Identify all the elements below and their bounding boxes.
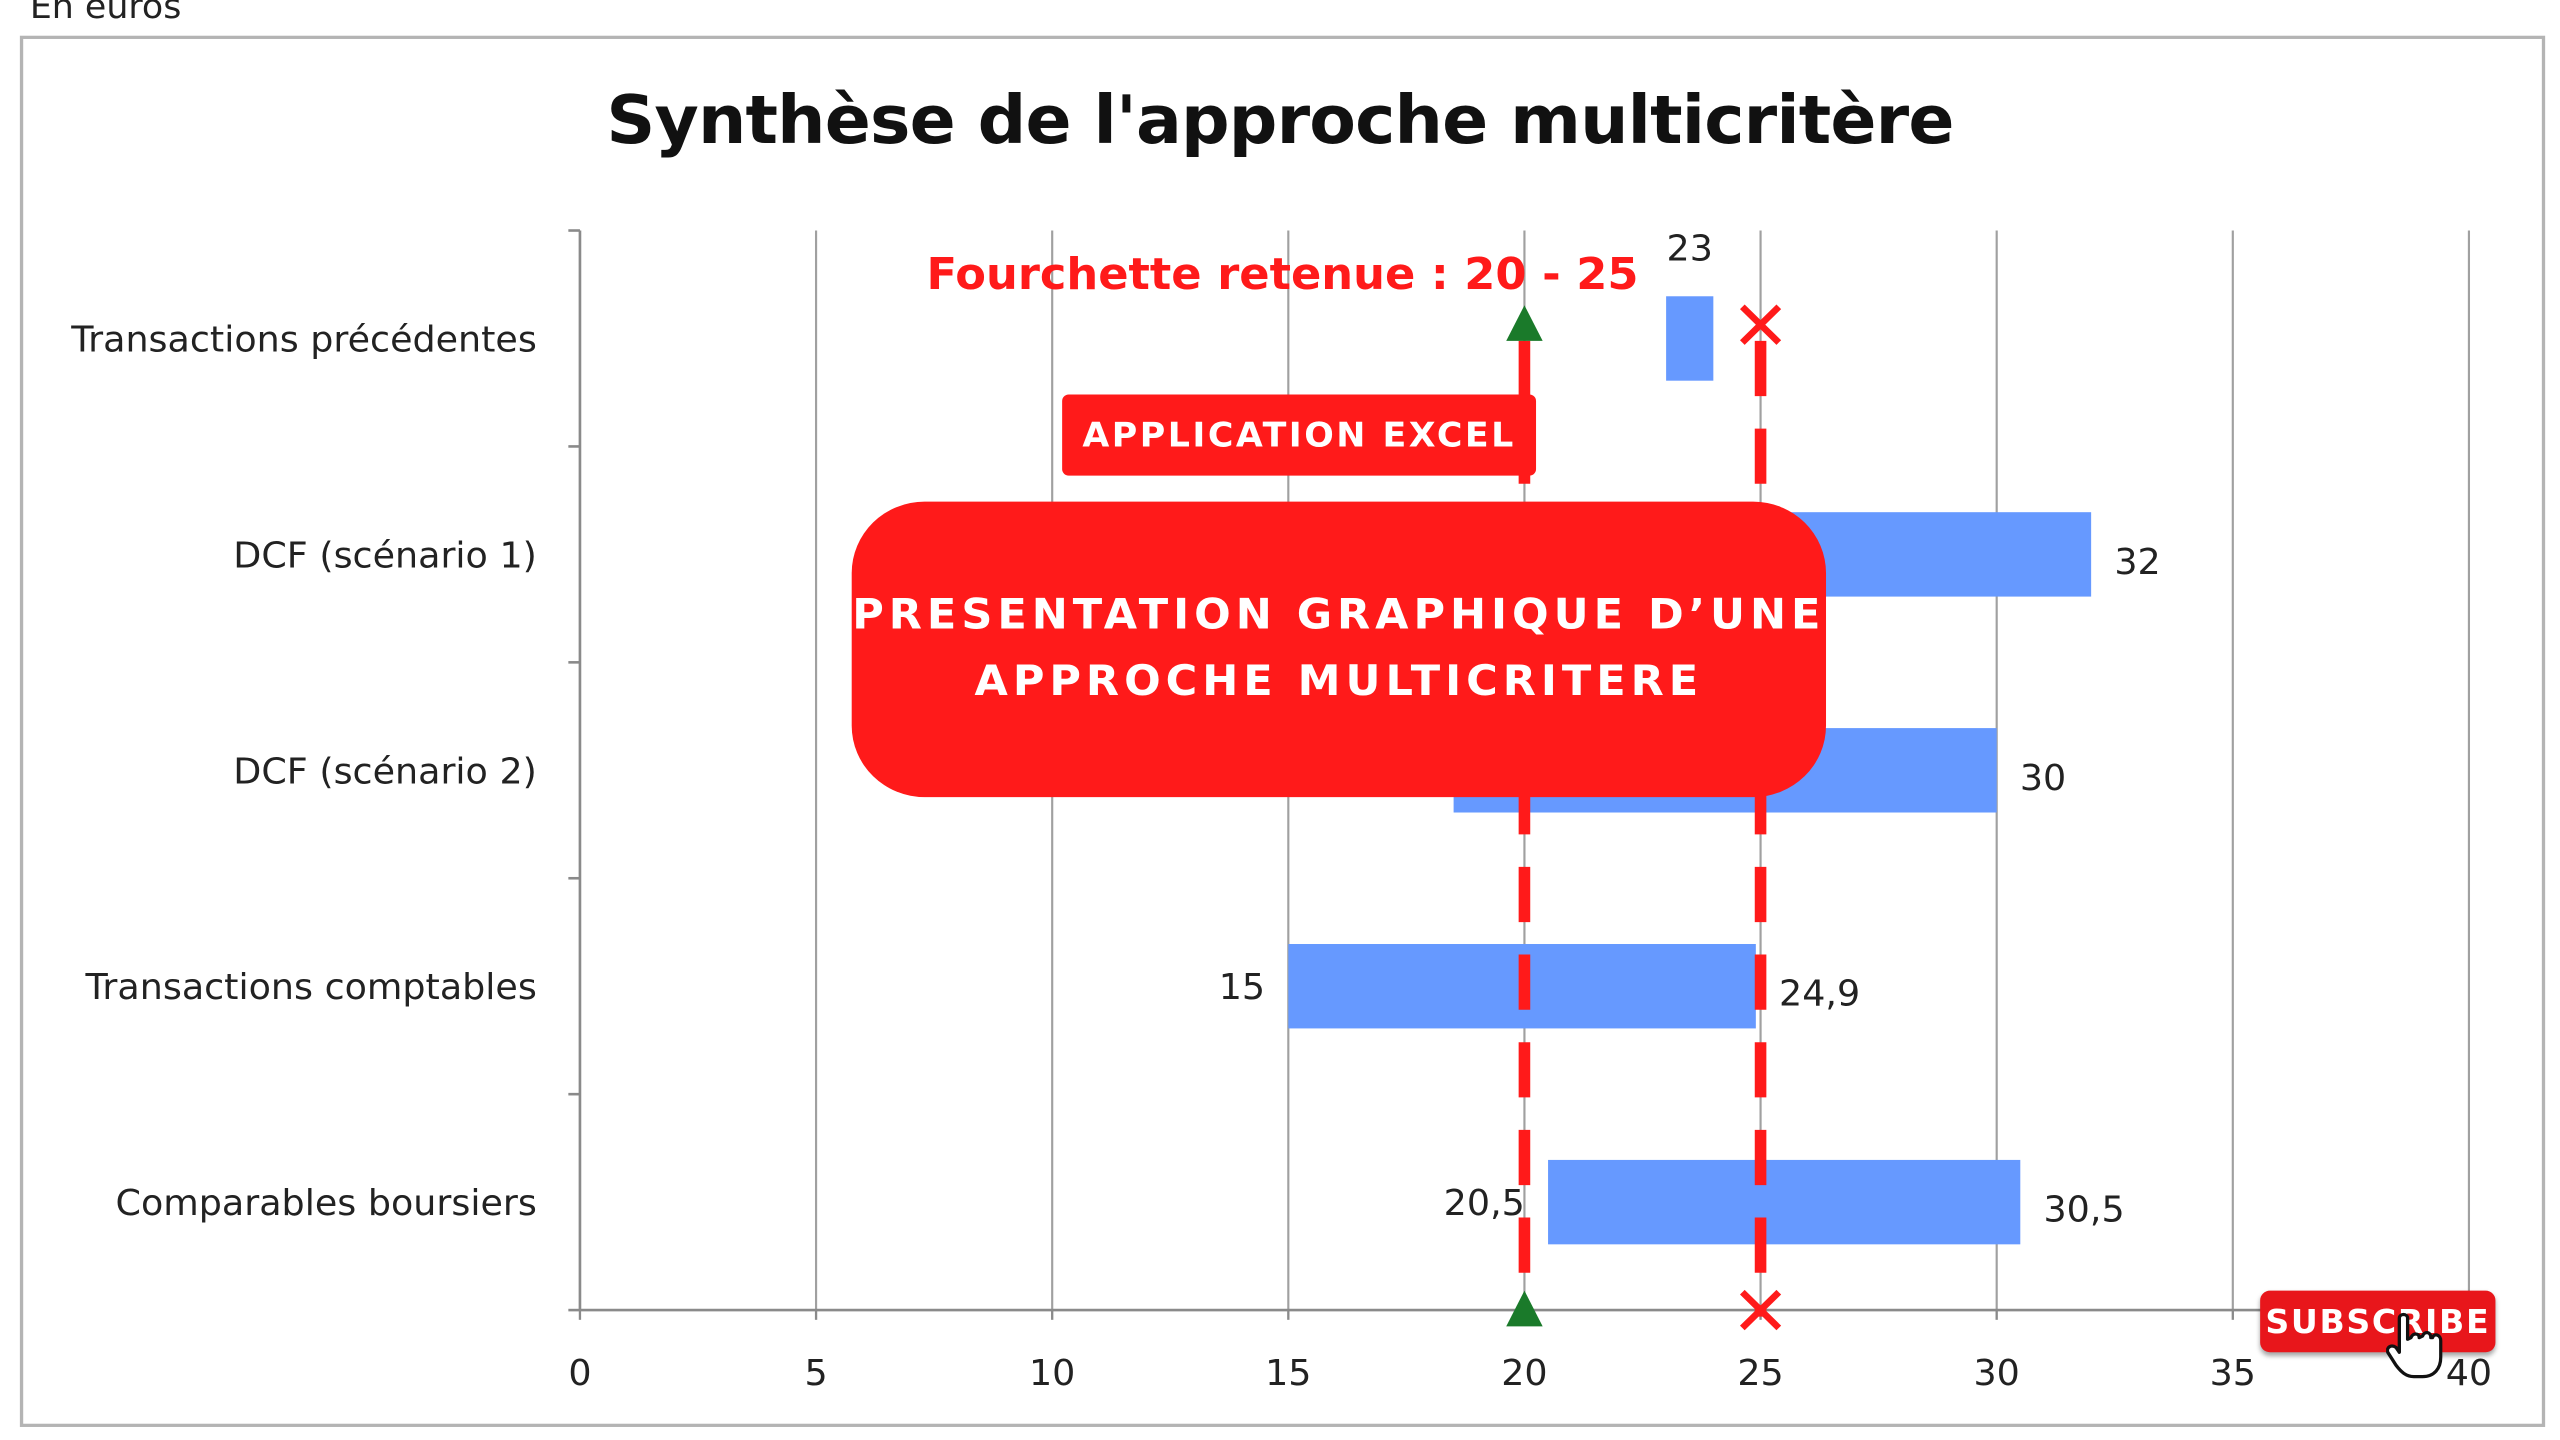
bar-high-label: 30 [2020,757,2066,799]
x-tick-label: 0 [568,1352,591,1394]
range-bar [1548,1159,2021,1245]
x-tick-label: 30 [1973,1352,2019,1394]
range-annotation: Fourchette retenue : 20 - 25 [927,249,1639,299]
cross-stroke [1739,1289,1782,1331]
x-tick-label: 10 [1029,1352,1075,1394]
category-label: Transactions précédentes [70,319,537,361]
category-label: Transactions comptables [85,967,537,1009]
subscribe-button[interactable]: SUBSCRIBE [2260,1290,2496,1353]
x-tick-label: 25 [1737,1352,1783,1394]
range-high-marker-bottom [1739,1289,1782,1331]
category-label: Comparables boursiers [116,1182,537,1224]
cross-stroke [1739,304,1782,345]
range-low-marker-bottom [1506,1290,1543,1327]
overlay-tag: APPLICATION EXCEL [1062,394,1537,476]
hand-pointer-icon [2386,1312,2443,1379]
bar-high-label: 23 [1667,228,1713,270]
unit-label: En euros [29,0,182,26]
x-tick-label: 5 [804,1352,827,1394]
x-tick-label: 40 [2446,1352,2492,1394]
overlay-headline-line1: PRESENTATION GRAPHIQUE D’UNE [852,590,1826,640]
range-low-marker-top [1506,305,1543,341]
x-tick-label: 15 [1265,1352,1311,1394]
bar-high-label: 24,9 [1779,973,1860,1015]
range-high-marker-top [1739,304,1782,345]
chart-title: Synthèse de l'approche multicritère [606,81,1954,160]
x-tick-label: 20 [1501,1352,1547,1394]
overlay-headline-line2: APPROCHE MULTICRITERE [974,657,1704,707]
category-label: DCF (scénario 2) [233,751,537,793]
x-tick-label: 35 [2210,1352,2256,1394]
bar-low-label: 20,5 [1444,1182,1525,1224]
category-label: DCF (scénario 1) [233,535,537,577]
bar-low-label: 15 [1219,967,1265,1009]
bar-high-label: 32 [2114,541,2160,583]
bar-high-label: 30,5 [2043,1189,2124,1231]
range-bar [1666,296,1714,381]
overlay-headline: PRESENTATION GRAPHIQUE D’UNE APPROCHE MU… [851,501,1827,798]
